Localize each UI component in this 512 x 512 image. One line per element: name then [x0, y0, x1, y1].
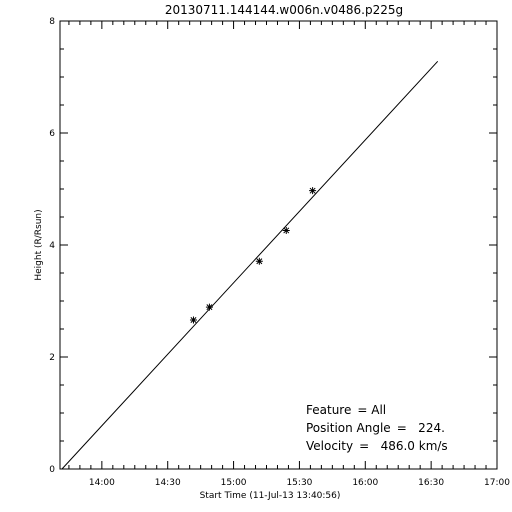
y-tick-label: 8 — [49, 17, 55, 27]
annotation-value: = 486.0 km/s — [359, 439, 448, 453]
x-tick-label: 15:30 — [286, 478, 312, 488]
x-axis-ticks: 14:00 14:30 15:00 15:30 16:00 16:30 17:00 — [68, 21, 510, 488]
y-tick-label: 4 — [49, 241, 55, 251]
y-axis-label: Height (R/Rsun) — [34, 209, 44, 280]
data-point — [205, 303, 213, 311]
fit-line — [61, 60, 439, 470]
x-tick-label: 16:30 — [418, 478, 444, 488]
annotation-label: Feature — [306, 403, 351, 417]
data-point — [189, 316, 197, 324]
x-tick-label: 16:00 — [352, 478, 378, 488]
data-point — [309, 187, 317, 195]
x-tick-label: 15:00 — [221, 478, 247, 488]
annotation-label: Position Angle — [306, 421, 391, 435]
y-tick-label: 0 — [49, 465, 55, 475]
annotation-value: = All — [357, 403, 386, 417]
data-point — [282, 226, 290, 234]
annotation-value: = 224. — [397, 421, 445, 435]
y-axis-ticks: 0 2 4 6 8 — [49, 17, 497, 475]
annotation-label: Velocity — [306, 439, 353, 453]
y-tick-label: 6 — [49, 129, 55, 139]
chart-title: 20130711.144144.w006n.v0486.p225g — [165, 3, 403, 17]
data-point — [255, 257, 263, 265]
x-tick-label: 14:00 — [89, 478, 115, 488]
fit-line-group — [61, 60, 439, 470]
x-tick-label: 17:00 — [484, 478, 510, 488]
plot-frame — [59, 20, 498, 470]
y-tick-label: 2 — [49, 353, 55, 363]
annotation-block: Feature = All Position Angle = 224. Velocity… — [306, 403, 448, 453]
x-axis-label: Start Time (11-Jul-13 13:40:56) — [200, 491, 341, 501]
x-tick-label: 14:30 — [155, 478, 181, 488]
data-points — [189, 187, 317, 324]
